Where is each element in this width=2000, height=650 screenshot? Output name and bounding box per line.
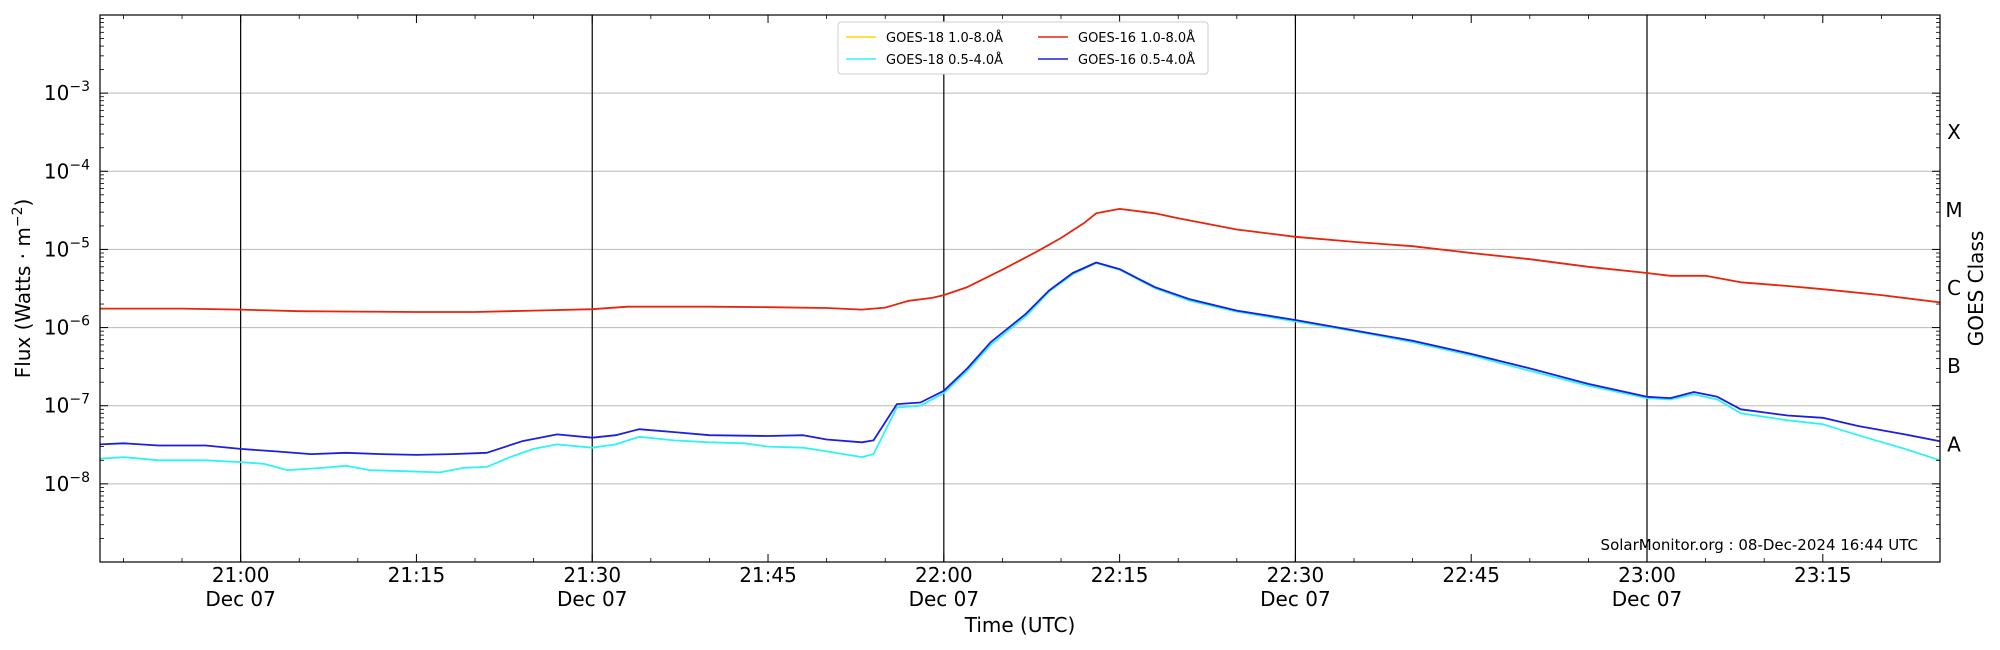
x-tick-label-4: 22:00 xyxy=(915,563,973,587)
goes-class-C: C xyxy=(1947,276,1961,300)
series-layer xyxy=(99,208,1941,474)
x-tick-label-7: 22:45 xyxy=(1442,563,1500,587)
label-layer: Time (UTC) Flux (Watts · m−2) GOES Class… xyxy=(10,199,1988,637)
x-tick-label-9: 23:15 xyxy=(1794,563,1852,587)
grid-layer xyxy=(100,92,1940,485)
x-tick-label-5: 22:15 xyxy=(1091,563,1149,587)
plot-frame xyxy=(99,14,1941,563)
legend-label-0: GOES-18 1.0-8.0Å xyxy=(886,30,1003,46)
y-tick-label-3: 10−5 xyxy=(44,235,90,261)
x-tick-date-label-0: Dec 07 xyxy=(205,587,276,611)
legend-label-2: GOES-18 0.5-4.0Å xyxy=(886,52,1003,68)
x-tick-date-label-6: Dec 07 xyxy=(1260,587,1331,611)
goes-class-X: X xyxy=(1947,120,1961,144)
goes-class-axis-label: GOES Class xyxy=(1964,231,1988,347)
legend-box xyxy=(837,21,1209,75)
y-tick-label-1: 10−7 xyxy=(44,392,90,418)
series-line-2 xyxy=(99,262,1941,474)
x-axis-label: Time (UTC) xyxy=(964,613,1076,637)
time-marker-layer xyxy=(240,15,1648,562)
x-tick-date-label-8: Dec 07 xyxy=(1612,587,1683,611)
x-tick-date-label-2: Dec 07 xyxy=(557,587,628,611)
x-tick-label-6: 22:30 xyxy=(1267,563,1325,587)
legend: GOES-18 1.0-8.0Å GOES-18 0.5-4.0Å GOES-16 … xyxy=(837,21,1209,75)
x-tick-label-8: 23:00 xyxy=(1618,563,1676,587)
x-tick-label-2: 21:30 xyxy=(563,563,621,587)
x-tick-label-3: 21:45 xyxy=(739,563,797,587)
x-tick-label-1: 21:15 xyxy=(388,563,446,587)
y-tick-label-0: 10−8 xyxy=(44,470,90,496)
y-tick-label-2: 10−6 xyxy=(44,314,90,340)
goes-class-B: B xyxy=(1947,354,1961,378)
goes-class-M: M xyxy=(1945,198,1962,222)
series-line-3 xyxy=(99,261,1941,456)
legend-label-1: GOES-16 1.0-8.0Å xyxy=(1078,30,1195,46)
x-tick-date-label-4: Dec 07 xyxy=(909,587,980,611)
goes-class-A: A xyxy=(1947,432,1961,456)
y-tick-label-4: 10−4 xyxy=(44,157,90,183)
y-axis-label: Flux (Watts · m−2) xyxy=(10,199,35,379)
series-line-1 xyxy=(100,208,1941,313)
legend-label-3: GOES-16 0.5-4.0Å xyxy=(1078,52,1195,68)
y-tick-label-5: 10−3 xyxy=(44,79,90,105)
credit-text: SolarMonitor.org : 08-Dec-2024 16:44 UTC xyxy=(1601,536,1918,554)
x-tick-label-0: 21:00 xyxy=(212,563,270,587)
